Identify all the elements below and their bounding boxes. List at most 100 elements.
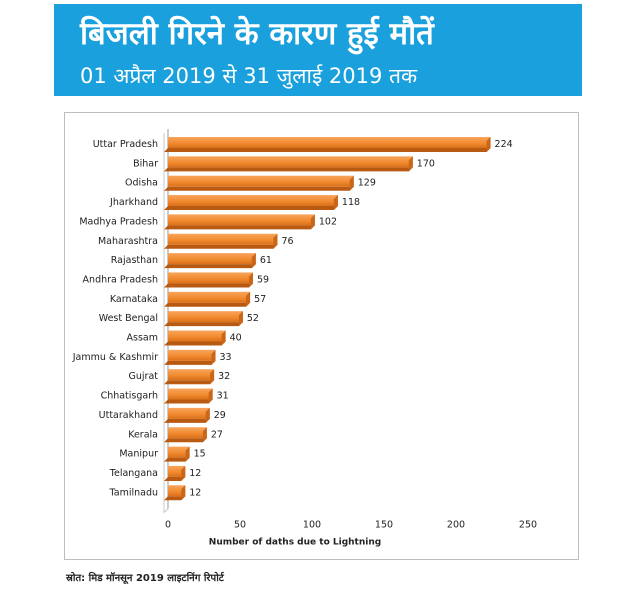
bar (168, 446, 190, 458)
category-label: Andhra Pradesh (83, 274, 158, 285)
bar (168, 156, 413, 168)
category-label: Gujrat (129, 371, 159, 382)
category-label: Jammu & Kashmir (72, 352, 158, 363)
bar (168, 465, 186, 477)
bar-bottom-face (164, 167, 413, 172)
bar (168, 291, 251, 303)
bar-end-face (310, 214, 315, 230)
category-label: Tamilnadu (109, 487, 158, 498)
data-label: 40 (230, 333, 242, 344)
category-label: Assam (127, 333, 158, 344)
bar-end-face (246, 291, 251, 307)
bar-end-face (205, 407, 210, 423)
data-label: 59 (257, 274, 269, 285)
data-label: 102 (319, 216, 337, 227)
category-label: Odisha (125, 178, 158, 189)
bar (168, 427, 207, 439)
category-label: Kerala (128, 429, 158, 440)
category-label: West Bengal (99, 313, 158, 324)
data-label: 129 (358, 178, 376, 189)
category-label: Rajasthan (111, 255, 158, 266)
bar (168, 407, 210, 419)
data-label: 27 (211, 429, 223, 440)
data-label: 29 (214, 410, 226, 421)
category-label: Chhatisgarh (101, 391, 158, 402)
bar (168, 388, 213, 400)
data-label: 61 (260, 255, 272, 266)
bar-end-face (349, 175, 354, 191)
bar-bottom-face (164, 496, 186, 501)
category-label: Maharashtra (98, 236, 158, 247)
x-tick-label: 100 (303, 520, 321, 531)
bar-bottom-face (164, 360, 216, 365)
bar-end-face (248, 272, 253, 288)
data-label: 12 (189, 487, 201, 498)
bar-bottom-face (164, 225, 315, 230)
bar-bottom-face (164, 148, 491, 152)
bar-end-face (202, 427, 207, 443)
bar-bottom-face (164, 457, 190, 462)
bar-end-face (211, 349, 216, 365)
bar (168, 195, 338, 207)
category-label: Uttar Pradesh (93, 139, 158, 150)
bar-bottom-face (164, 244, 278, 249)
bar-end-face (238, 311, 243, 327)
bar-bottom-face (164, 322, 243, 327)
bar-bottom-face (164, 341, 226, 346)
bar-end-face (408, 156, 413, 172)
bar-end-face (251, 253, 256, 269)
bar (168, 311, 243, 323)
category-label: Telangana (109, 468, 158, 479)
bar (168, 233, 278, 245)
bar-bottom-face (164, 380, 215, 385)
category-label: Jharkhand (109, 197, 158, 208)
bar (168, 137, 491, 148)
data-label: 31 (217, 391, 229, 402)
bar-chart: Uttar Pradesh 224 Bihar 170 Odisha 129 Jharkha… (72, 129, 537, 548)
bar (168, 369, 215, 381)
x-tick-label: 200 (447, 520, 465, 531)
bar (168, 485, 186, 497)
category-label: Karnataka (110, 294, 158, 305)
bar (168, 272, 253, 284)
page-subtitle: 01 अप्रैल 2019 से 31 जुलाई 2019 तक (80, 64, 418, 88)
bar (168, 253, 256, 265)
data-label: 33 (220, 352, 232, 363)
bar-bottom-face (164, 438, 207, 443)
data-label: 32 (218, 371, 230, 382)
x-tick-label: 0 (165, 520, 171, 531)
data-label: 15 (194, 449, 206, 460)
title-banner: बिजली गिरने के कारण हुई मौतें 01 अप्रैल … (54, 4, 582, 96)
chart-frame: Uttar Pradesh 224 Bihar 170 Odisha 129 Jharkha… (64, 112, 579, 560)
category-label: Manipur (119, 449, 158, 460)
data-label: 57 (254, 294, 266, 305)
bar-bottom-face (164, 206, 338, 211)
category-label: Bihar (133, 158, 158, 169)
bar (168, 349, 216, 361)
bar-bottom-face (164, 302, 251, 307)
bar (168, 214, 315, 226)
bar-end-face (273, 233, 278, 249)
bar-end-face (333, 195, 338, 211)
bar-bottom-face (164, 186, 354, 191)
bar-end-face (221, 330, 226, 346)
category-label: Uttarakhand (99, 410, 158, 421)
bar-bottom-face (164, 264, 256, 269)
data-label: 170 (417, 158, 435, 169)
data-label: 76 (281, 236, 293, 247)
source-note: स्रोत: मिड मॉनसून 2019 लाइटनिंग रिपोर्ट (66, 573, 224, 584)
bar-bottom-face (164, 418, 210, 423)
page-title: बिजली गिरने के कारण हुई मौतें (80, 16, 434, 52)
bar-end-face (210, 369, 215, 385)
x-tick-label: 50 (234, 520, 246, 531)
bar-bottom-face (164, 476, 186, 481)
bar-end-face (486, 137, 491, 152)
bar-end-face (185, 446, 190, 462)
data-label: 12 (189, 468, 201, 479)
bar-bottom-face (164, 399, 213, 404)
data-label: 52 (247, 313, 259, 324)
data-label: 118 (342, 197, 360, 208)
bar-end-face (181, 465, 186, 481)
bar (168, 175, 354, 187)
bar (168, 330, 226, 342)
